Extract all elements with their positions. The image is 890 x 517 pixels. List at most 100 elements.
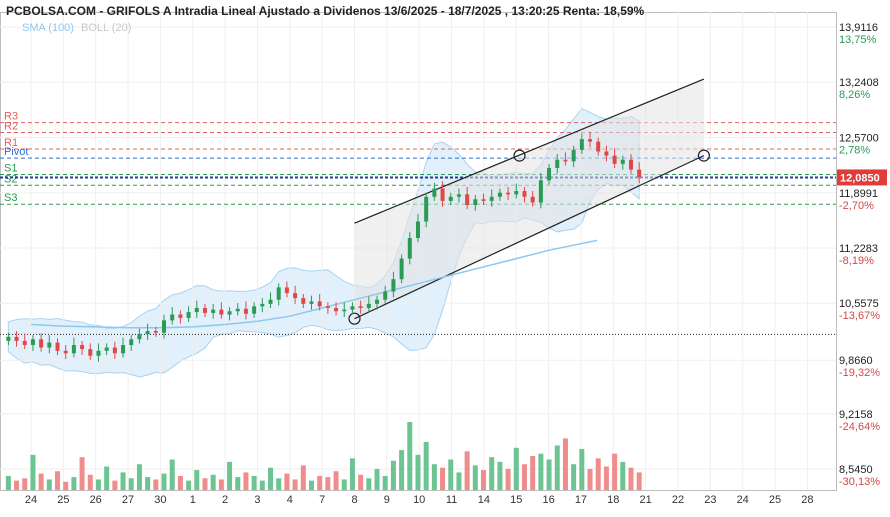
y-tick-price: 11,8991 — [839, 188, 878, 200]
volume-bar — [399, 450, 405, 490]
volume-bar — [95, 479, 101, 490]
channel-lower-line — [354, 155, 705, 320]
pivot-label: R3 — [4, 111, 18, 123]
candle-body — [579, 139, 584, 150]
volume-bar — [87, 474, 93, 490]
volume-bar — [284, 473, 290, 490]
candle-body — [391, 279, 396, 292]
channel-upper-line — [354, 78, 705, 224]
volume-bar — [349, 458, 355, 490]
x-tick-label: 25 — [57, 494, 69, 506]
volume-bar — [448, 459, 454, 490]
pivot-label: S3 — [4, 192, 17, 204]
plot-border — [0, 12, 837, 491]
candle-body — [96, 350, 101, 356]
volume-bar — [268, 467, 274, 490]
y-tick-price: 13,9116 — [839, 22, 878, 34]
x-tick-label: 3 — [254, 494, 260, 506]
candle-body — [530, 196, 535, 203]
volume-bar — [218, 479, 224, 490]
x-tick-label: 2 — [222, 494, 228, 506]
pivot-label: S1 — [4, 163, 17, 175]
volume-bar — [308, 480, 314, 490]
channel-anchor — [697, 149, 710, 162]
volume-bar — [300, 465, 306, 490]
volume-bar — [14, 480, 20, 490]
channel-fill — [354, 79, 704, 319]
candle-body — [252, 306, 257, 314]
candle-body — [325, 306, 330, 308]
x-tick-label: 14 — [478, 494, 490, 506]
x-tick-label: 26 — [90, 494, 102, 506]
x-tick-label: 25 — [769, 494, 781, 506]
candle-body — [358, 306, 363, 308]
current-price-label: 12,0850 — [840, 172, 880, 184]
volume-bar — [227, 461, 233, 490]
volume-bar — [194, 470, 200, 490]
volume-bar — [620, 461, 626, 490]
volume-bar — [22, 478, 28, 490]
candle-body — [129, 339, 134, 346]
volume-bar — [71, 477, 77, 490]
volume-bar — [456, 472, 462, 490]
candle-body — [260, 303, 265, 307]
candle-body — [456, 194, 461, 197]
volume-bar — [145, 477, 151, 490]
volume-bar — [55, 471, 61, 490]
volume-bar — [79, 457, 85, 490]
candle-body — [415, 221, 420, 238]
candle-body — [80, 345, 85, 350]
candle-body — [563, 159, 568, 162]
candle-body — [440, 188, 445, 201]
volume-bar — [341, 479, 347, 490]
volume-bar — [440, 467, 446, 490]
pivot-label: R2 — [4, 121, 18, 133]
volume-bar — [407, 422, 413, 490]
candle-body — [383, 291, 388, 300]
candle-body — [194, 307, 199, 313]
candle-body — [547, 167, 552, 181]
volume-bar — [538, 453, 544, 490]
y-tick-price: 13,2408 — [839, 77, 879, 89]
channel-anchor — [513, 149, 526, 162]
y-tick-percent: -30,13% — [839, 476, 880, 488]
candle-body — [6, 336, 11, 341]
volume-bar — [136, 464, 142, 490]
candle-body — [612, 155, 617, 164]
y-tick-price: 11,2283 — [839, 243, 878, 255]
pivot-label: Pivot — [4, 146, 28, 158]
volume-bar — [38, 473, 44, 490]
candle-body — [301, 298, 306, 304]
volume-bar — [571, 464, 577, 490]
candle-body — [628, 159, 633, 170]
volume-bar — [595, 458, 601, 490]
volume-bar — [333, 471, 339, 490]
candle-body — [350, 306, 355, 310]
current-price-badge — [837, 169, 887, 186]
x-tick-label: 24 — [25, 494, 37, 506]
volume-bar — [603, 466, 609, 490]
volume-bar — [153, 479, 159, 490]
volume-bar — [128, 478, 134, 490]
volume-bar — [186, 480, 192, 490]
candle-body — [30, 339, 35, 346]
chart-title: PCBOLSA.COM - GRIFOLS A Intradia Lineal … — [6, 4, 645, 18]
volume-bar — [505, 468, 511, 490]
volume-bar — [382, 475, 388, 490]
candle-body — [39, 339, 44, 348]
legend-sma: SMA (100) — [22, 22, 74, 34]
volume-bar — [120, 472, 126, 490]
y-tick-percent: -2,70% — [839, 200, 874, 212]
candle-body — [178, 314, 183, 318]
volume-bar — [251, 475, 257, 490]
x-tick-label: 8 — [351, 494, 357, 506]
candle-body — [162, 320, 167, 333]
volume-bar — [464, 451, 470, 490]
y-tick-price: 9,2158 — [839, 409, 873, 421]
channel-anchor — [348, 312, 361, 325]
volume-bar — [46, 479, 52, 490]
candle-body — [317, 301, 322, 307]
candle-body — [170, 314, 175, 321]
candle-body — [104, 347, 109, 351]
x-tick-label: 17 — [575, 494, 587, 506]
